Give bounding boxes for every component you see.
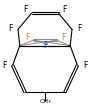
Text: F: F: [83, 61, 88, 70]
Text: F: F: [63, 5, 67, 14]
Text: F: F: [23, 5, 27, 14]
Text: F: F: [9, 24, 13, 33]
Text: F: F: [77, 24, 81, 33]
Text: F: F: [43, 41, 47, 50]
Text: CH₃: CH₃: [39, 99, 51, 104]
Text: F: F: [25, 33, 29, 42]
Text: F: F: [61, 33, 65, 42]
Text: F: F: [2, 61, 7, 70]
